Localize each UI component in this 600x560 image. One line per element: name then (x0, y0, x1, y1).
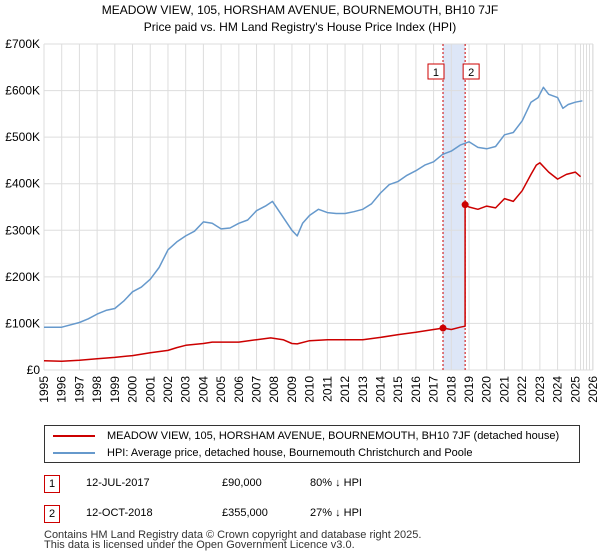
sale-point (461, 201, 469, 209)
chart-title: MEADOW VIEW, 105, HORSHAM AVENUE, BOURNE… (102, 3, 499, 17)
sale-row-1: 1 12-JUL-2017 £90,000 80% ↓ HPI (44, 475, 584, 495)
x-tick-label: 2008 (267, 376, 281, 403)
x-tick-label: 2010 (303, 376, 317, 403)
sale-number-box (462, 63, 480, 80)
x-tick-label: 2005 (214, 376, 228, 403)
legend-label-property: MEADOW VIEW, 105, HORSHAM AVENUE, BOURNE… (107, 430, 560, 442)
y-tick-label: £100K (5, 316, 40, 330)
sale-date: 12-OCT-2018 (86, 507, 153, 519)
price-chart: MEADOW VIEW, 105, HORSHAM AVENUE, BOURNE… (5, 3, 600, 403)
x-tick-label: 2011 (320, 376, 334, 402)
x-tick-label: 2025 (568, 376, 582, 403)
y-tick-label: £200K (5, 270, 40, 284)
x-tick-label: 2013 (356, 376, 370, 403)
x-tick-label: 2003 (179, 376, 193, 403)
x-tick-label: 2018 (444, 376, 458, 403)
legend-swatch-blue (53, 452, 95, 454)
x-tick-label: 1999 (108, 376, 122, 403)
x-tick-label: 2024 (551, 376, 565, 403)
sale-number-label: 1 (433, 67, 439, 79)
chart-subtitle: Price paid vs. HM Land Registry's House … (144, 20, 456, 34)
sale-badge: 2 (44, 505, 60, 523)
x-tick-label: 2017 (427, 376, 441, 403)
y-tick-label: £700K (5, 37, 40, 51)
sale-point (439, 324, 447, 332)
hpi-series-line (44, 86, 583, 328)
x-tick-label: 2015 (391, 376, 405, 403)
x-tick-label: 2022 (515, 376, 529, 403)
x-tick-label: 1997 (72, 376, 86, 403)
x-tick-label: 2007 (250, 376, 264, 403)
x-tick-label: 2002 (161, 376, 175, 403)
sale-price: £355,000 (222, 507, 268, 519)
x-tick-label: 1998 (90, 376, 104, 403)
x-tick-label: 2012 (338, 376, 352, 403)
sale-hpi-diff: 80% ↓ HPI (310, 477, 362, 489)
legend-swatch-red (53, 435, 95, 437)
y-tick-label: £500K (5, 130, 40, 144)
x-tick-label: 2001 (143, 376, 157, 403)
footer-line-licence: This data is licensed under the Open Gov… (44, 539, 355, 551)
plot-area (44, 44, 593, 370)
x-tick-label: 2016 (409, 376, 423, 403)
x-tick-label: 2020 (480, 376, 494, 403)
legend-label-hpi: HPI: Average price, detached house, Bour… (107, 447, 473, 459)
footer-line-copyright: Contains HM Land Registry data © Crown c… (44, 529, 422, 541)
sale-price: £90,000 (222, 477, 262, 489)
y-tick-label: £600K (5, 84, 40, 98)
x-tick-label: 2014 (373, 376, 387, 403)
x-tick-label: 2026 (586, 376, 600, 403)
x-tick-label: 2006 (232, 376, 246, 403)
property-series-line (43, 162, 582, 362)
x-tick-label: 2000 (126, 376, 140, 403)
x-tick-label: 2009 (285, 376, 299, 403)
x-tick-label: 2023 (533, 376, 547, 403)
sale-number-box (427, 63, 445, 80)
y-tick-label: £400K (5, 177, 40, 191)
sale-row-2: 2 12-OCT-2018 £355,000 27% ↓ HPI (44, 505, 584, 525)
y-tick-label: £300K (5, 223, 40, 237)
x-tick-label: 1996 (55, 376, 69, 403)
x-tick-label: 1995 (37, 376, 51, 403)
sale-date: 12-JUL-2017 (86, 477, 150, 489)
x-tick-label: 2019 (462, 376, 476, 403)
sale-number-label: 2 (468, 67, 474, 79)
chart-legend: MEADOW VIEW, 105, HORSHAM AVENUE, BOURNE… (44, 425, 580, 463)
sale-hpi-diff: 27% ↓ HPI (310, 507, 362, 519)
sale-period-band (442, 44, 466, 370)
footer-attribution: Contains HM Land Registry data © Crown c… (44, 529, 422, 551)
x-tick-label: 2021 (497, 376, 511, 403)
y-tick-label: £0 (27, 363, 41, 377)
sale-badge: 1 (44, 475, 60, 493)
x-tick-label: 2004 (196, 376, 210, 403)
